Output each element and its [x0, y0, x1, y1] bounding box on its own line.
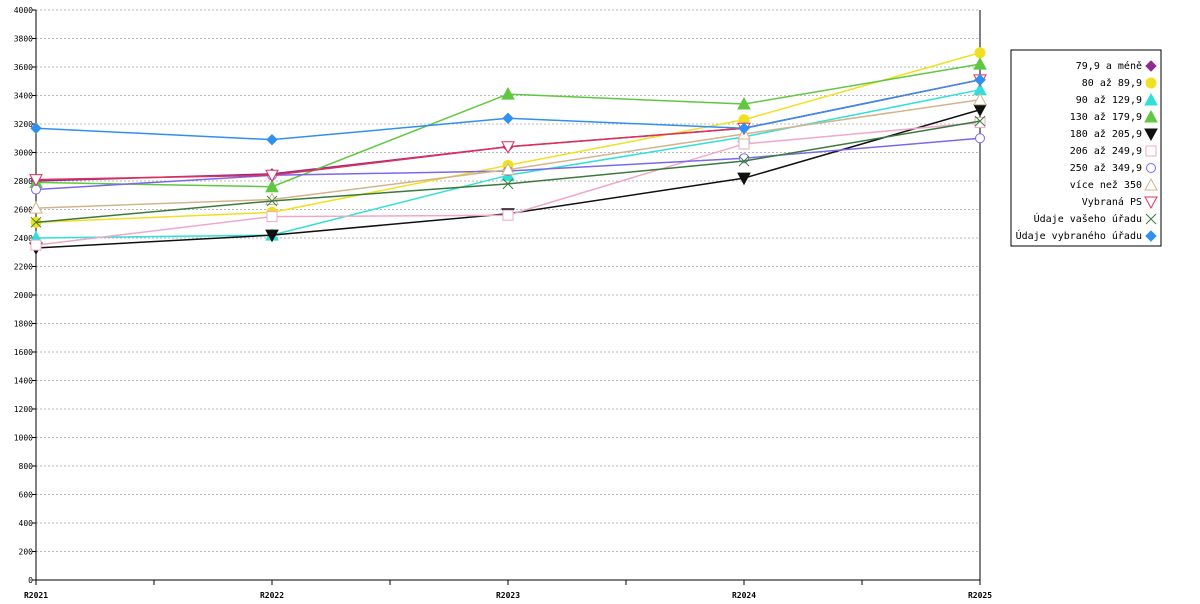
y-tick-label: 800 [19, 462, 34, 471]
y-tick-label: 3600 [14, 63, 33, 72]
data-point-marker [974, 117, 986, 129]
data-point-marker [265, 169, 279, 183]
legend-label: více než 350 [1070, 179, 1142, 191]
y-tick-label: 1400 [14, 377, 33, 386]
legend-marker [1145, 145, 1157, 157]
legend-label: Údaje vybraného úřadu [1016, 229, 1142, 242]
legend: 79,9 a méně 80 až 89,9 90 až 129,9 130 až 1… [1010, 49, 1162, 247]
legend-label: 79,9 a méně [1076, 60, 1142, 72]
data-point-marker [738, 155, 750, 167]
legend-marker [1146, 163, 1156, 173]
data-point-marker [266, 195, 278, 207]
y-tick-label: 200 [19, 548, 34, 557]
x-tick-label: R2021 [24, 591, 48, 600]
axes: 0 200 400 600 800 1000 1200 1400 1600 1800 2000 220… [14, 6, 992, 600]
y-tick-label: 3400 [14, 92, 33, 101]
legend-label: Vybraná PS [1082, 196, 1142, 208]
data-point-marker [975, 133, 985, 144]
data-point-marker [501, 87, 515, 100]
data-point-marker [265, 179, 279, 193]
legend-marker [1144, 92, 1158, 106]
data-point-marker [737, 97, 751, 110]
data-point-marker [30, 216, 42, 228]
data-point-marker [973, 57, 987, 70]
series-line [35, 52, 981, 224]
legend-label: 206 až 249,9 [1070, 145, 1142, 157]
data-point-marker [501, 141, 515, 154]
legend-marker [1145, 77, 1157, 89]
y-tick-label: 1800 [14, 320, 33, 329]
y-tick-label: 2200 [14, 263, 33, 272]
series-1 [30, 47, 986, 228]
x-tick-label: R2023 [496, 591, 520, 600]
legend-marker [1144, 196, 1158, 210]
y-tick-label: 400 [19, 519, 34, 528]
x-tick-label: R2022 [260, 591, 284, 600]
data-point-marker [502, 178, 514, 190]
legend-label: 80 až 89,9 [1082, 77, 1142, 89]
data-point-marker [30, 239, 42, 251]
y-tick-label: 0 [28, 576, 33, 585]
data-point-marker [501, 162, 515, 176]
data-point-marker [29, 174, 43, 187]
data-point-marker [974, 74, 986, 86]
x-tick-label: R2025 [968, 591, 992, 600]
legend-marker [1145, 213, 1157, 225]
y-tick-label: 1600 [14, 348, 33, 357]
legend-label: 180 až 205,9 [1070, 128, 1142, 140]
data-point-marker [502, 209, 514, 221]
y-tick-label: 1000 [14, 434, 33, 443]
legend-label: 90 až 129,9 [1076, 94, 1142, 106]
y-tick-label: 3800 [14, 35, 33, 44]
series-10 [30, 74, 986, 146]
y-tick-label: 2000 [14, 291, 33, 300]
legend-label: Údaje vašeho úřadu [1034, 212, 1142, 225]
legend-marker [1144, 177, 1158, 191]
y-tick-label: 1200 [14, 405, 33, 414]
y-tick-label: 2800 [14, 177, 33, 186]
data-point-marker [29, 201, 43, 214]
legend-label: 250 až 349,9 [1070, 162, 1142, 174]
y-tick-label: 3200 [14, 120, 33, 129]
legend-marker [1144, 128, 1158, 142]
legend-label: 130 až 179,9 [1070, 111, 1142, 123]
legend-marker [1145, 230, 1157, 242]
y-tick-label: 600 [19, 491, 34, 500]
y-tick-label: 3000 [14, 149, 33, 158]
data-point-marker [266, 133, 278, 146]
series-9 [30, 115, 986, 228]
legend-marker [1144, 109, 1158, 123]
data-point-marker [738, 138, 750, 150]
data-point-marker [265, 229, 279, 243]
data-point-marker [737, 172, 751, 186]
series-7 [29, 92, 987, 214]
legend-marker [1145, 60, 1157, 72]
series-5 [30, 117, 986, 251]
data-point-marker [266, 211, 278, 223]
y-tick-label: 2400 [14, 234, 33, 243]
data-point-marker [974, 47, 986, 59]
data-point-marker [30, 122, 42, 134]
series-layer [29, 47, 987, 256]
x-tick-label: R2024 [732, 591, 756, 600]
data-point-marker [738, 122, 750, 134]
legend-box [1010, 49, 1162, 247]
y-tick-label: 4000 [14, 6, 33, 15]
data-point-marker [973, 92, 987, 106]
data-point-marker [974, 115, 986, 127]
data-point-marker [502, 112, 514, 125]
y-tick-label: 2600 [14, 206, 33, 215]
